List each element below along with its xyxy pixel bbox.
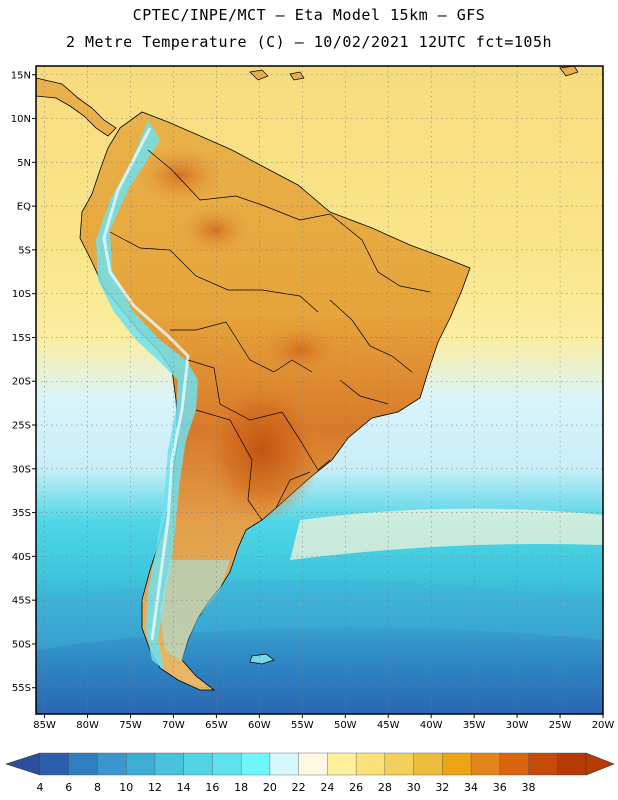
colorbar-level-label: 38 <box>522 781 536 794</box>
lat-label: 15N <box>11 70 31 81</box>
patagonia-cool-area <box>160 560 230 662</box>
colorbar-swatch <box>470 752 501 776</box>
colorbar-level-label: 28 <box>378 781 392 794</box>
ocean-warm-band <box>290 508 603 560</box>
colorbar-swatch <box>240 752 271 776</box>
colorbar-swatch <box>97 752 127 776</box>
colorbar-level-label: 4 <box>37 781 44 794</box>
colorbar-level-label: 12 <box>148 781 162 794</box>
lon-label: 40W <box>420 720 443 731</box>
colorbar-swatch <box>126 752 156 776</box>
lat-label: 45S <box>12 596 31 607</box>
colorbar-swatch <box>183 752 213 776</box>
lon-label: 85W <box>33 720 56 731</box>
colorbar-level-label: 20 <box>263 781 277 794</box>
colorbar-over-arrow <box>585 752 615 776</box>
map-title-line2: 2 Metre Temperature (C) – 10/02/2021 12U… <box>65 33 553 51</box>
colorbar-under-arrow <box>5 752 41 776</box>
colorbar-level-label: 22 <box>292 781 306 794</box>
colorbar-level-label: 32 <box>435 781 449 794</box>
graticule <box>36 66 603 714</box>
lat-label: 15S <box>12 333 31 344</box>
colorbar-level-label: 30 <box>407 781 421 794</box>
lon-label: 45W <box>377 720 400 731</box>
colorbar-level-label: 8 <box>94 781 101 794</box>
colorbar-level-label: 16 <box>205 781 219 794</box>
colorbar-swatch <box>528 752 558 776</box>
axis-ticks <box>32 74 604 718</box>
lon-label: 20W <box>592 720 615 731</box>
colorbar-swatch <box>384 752 415 776</box>
lat-label: 35S <box>12 508 31 519</box>
heat-core-chaco <box>202 378 322 522</box>
colorbar-swatch <box>355 752 386 776</box>
lat-label: 30S <box>12 464 31 475</box>
colorbar-swatch <box>39 752 70 776</box>
lon-label: 80W <box>76 720 99 731</box>
lon-label: 30W <box>506 720 529 731</box>
lat-label: 50S <box>12 639 31 650</box>
colorbar-level-label: 34 <box>464 781 478 794</box>
colorbar-level-label: 36 <box>493 781 507 794</box>
lon-label: 50W <box>334 720 357 731</box>
lon-label: 25W <box>549 720 572 731</box>
colorbar: 4 6 8 10 12 14 16 18 20 22 24 26 28 30 32 34 36 38 <box>5 752 615 794</box>
lat-label: 5N <box>17 158 31 169</box>
colorbar-level-label: 6 <box>65 781 72 794</box>
lon-label: 55W <box>291 720 314 731</box>
lat-label: 40S <box>12 552 31 563</box>
lon-label: 70W <box>162 720 185 731</box>
heat-core-central-brazil <box>255 322 345 378</box>
colorbar-level-label: 14 <box>177 781 191 794</box>
lon-label: 60W <box>248 720 271 731</box>
map-title-line1: CPTEC/INPE/MCT – Eta Model 15km – GFS <box>132 6 486 24</box>
lon-label: 75W <box>119 720 142 731</box>
colorbar-swatch <box>269 752 300 776</box>
andes-cold-strip <box>96 120 198 670</box>
colorbar-level-label: 24 <box>320 781 334 794</box>
lat-label: EQ <box>17 202 31 213</box>
longitude-labels: 85W 80W 75W 70W 65W 60W 55W 50W 45W 40W 35W 30W 25W 2… <box>33 720 614 731</box>
colorbar-swatch <box>298 752 328 776</box>
heat-core-amazon <box>180 205 250 255</box>
colorbar-swatch <box>154 752 185 776</box>
andes-snow-line <box>102 127 190 641</box>
map-frame <box>35 65 604 715</box>
colorbar-swatch <box>413 752 443 776</box>
latitude-labels: 15N 10N 5N EQ 5S 10S 15S 20S 25S 30S 35S 40S 45S 50S 5… <box>11 70 31 694</box>
colorbar-swatch <box>212 752 242 776</box>
lat-label: 55S <box>12 683 31 694</box>
colorbar-swatch <box>557 752 587 776</box>
falkland-islands <box>249 653 275 665</box>
colorbar-level-label: 26 <box>349 781 363 794</box>
colorbar-swatch <box>442 752 472 776</box>
lat-label: 20S <box>12 377 31 388</box>
central-america-land <box>36 77 117 137</box>
lat-label: 10N <box>11 114 31 125</box>
colorbar-level-label: 18 <box>234 781 248 794</box>
lon-label: 65W <box>205 720 228 731</box>
colorbar-swatch <box>68 752 98 776</box>
colorbar-swatch <box>327 752 357 776</box>
country-borders <box>109 149 431 521</box>
lat-label: 5S <box>18 245 31 256</box>
lat-label: 10S <box>12 289 31 300</box>
lon-label: 35W <box>463 720 486 731</box>
colorbar-swatch <box>499 752 530 776</box>
colorbar-level-label: 10 <box>119 781 133 794</box>
lat-label: 25S <box>12 421 31 432</box>
heat-core-venezuela <box>135 145 225 205</box>
